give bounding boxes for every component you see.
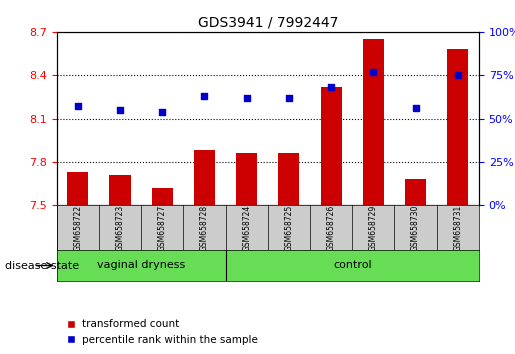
Point — [243, 95, 251, 101]
Point — [411, 105, 420, 111]
Bar — [194, 150, 215, 205]
Point — [74, 104, 82, 109]
Text: GSM658731: GSM658731 — [453, 204, 462, 251]
Bar — [405, 179, 426, 205]
Text: GSM658730: GSM658730 — [411, 204, 420, 251]
Point — [116, 107, 124, 113]
Bar — [109, 175, 130, 205]
Point — [285, 95, 293, 101]
Bar — [236, 153, 258, 205]
Text: control: control — [333, 261, 371, 270]
Bar — [151, 188, 173, 205]
Text: GSM658724: GSM658724 — [242, 204, 251, 251]
Text: disease state: disease state — [5, 261, 79, 271]
Text: GSM658722: GSM658722 — [73, 204, 82, 251]
Bar — [447, 49, 469, 205]
Text: GSM658726: GSM658726 — [327, 204, 336, 251]
Text: vaginal dryness: vaginal dryness — [97, 261, 185, 270]
Bar — [363, 39, 384, 205]
Bar — [320, 87, 342, 205]
Point — [200, 93, 209, 99]
Point — [369, 69, 377, 75]
Text: GSM658725: GSM658725 — [284, 204, 294, 251]
Text: GSM658729: GSM658729 — [369, 204, 378, 251]
Point — [158, 109, 166, 114]
Legend: transformed count, percentile rank within the sample: transformed count, percentile rank withi… — [62, 315, 262, 349]
Point — [327, 85, 335, 90]
Text: GSM658723: GSM658723 — [115, 204, 125, 251]
Bar — [67, 172, 89, 205]
Title: GDS3941 / 7992447: GDS3941 / 7992447 — [198, 15, 338, 29]
Point — [454, 73, 462, 78]
Text: GSM658728: GSM658728 — [200, 204, 209, 251]
Text: GSM658727: GSM658727 — [158, 204, 167, 251]
Bar — [278, 153, 300, 205]
